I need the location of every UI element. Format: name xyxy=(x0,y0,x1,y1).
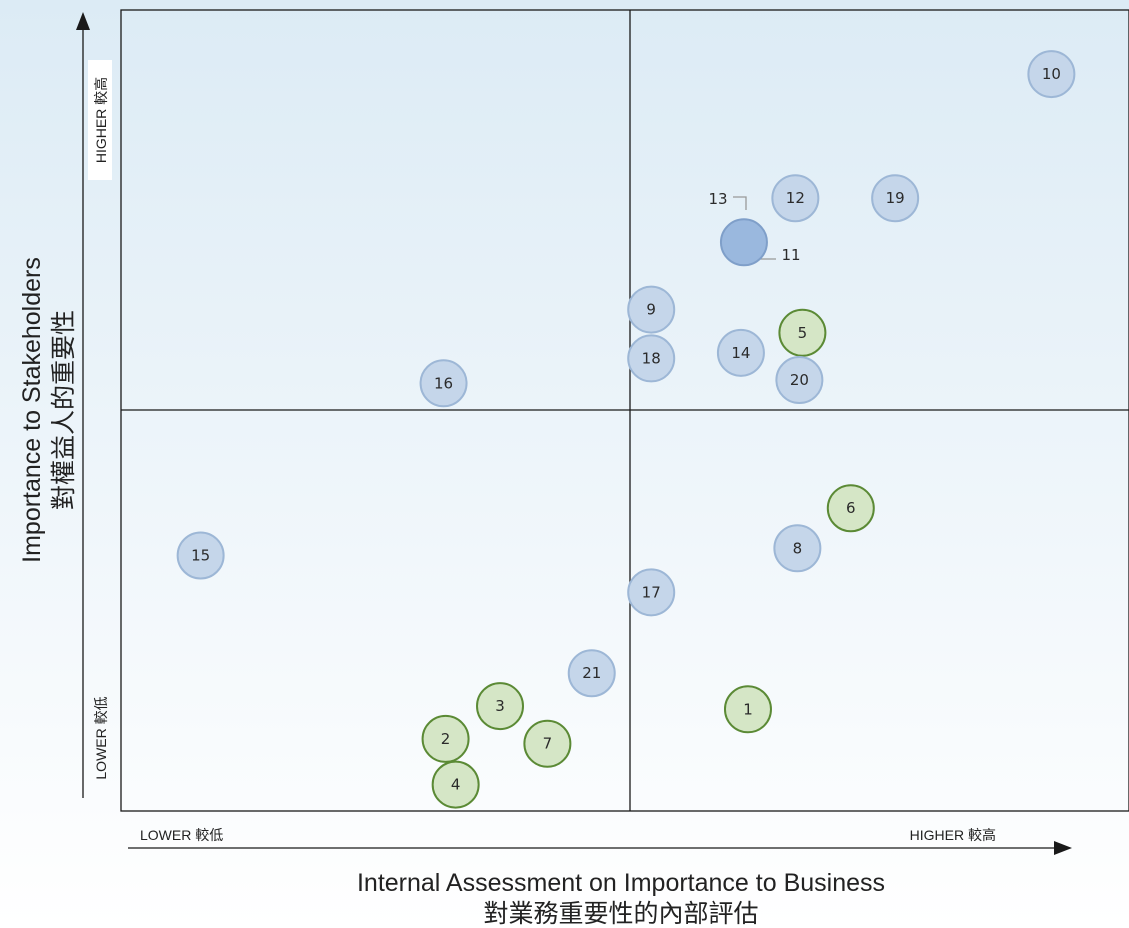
data-point-marker xyxy=(419,359,468,408)
data-point-marker xyxy=(778,308,827,357)
data-point-4: 4 xyxy=(431,760,480,809)
data-point-label: 20 xyxy=(790,371,809,389)
data-point-marker xyxy=(775,356,824,405)
data-point-label: 2 xyxy=(441,730,451,748)
data-point-marker xyxy=(627,285,676,334)
callout-13-leader xyxy=(733,196,747,210)
data-point-label: 3 xyxy=(495,697,505,715)
data-point-6: 6 xyxy=(826,484,875,533)
data-point-11 xyxy=(719,218,768,267)
data-point-marker xyxy=(627,568,676,617)
data-point-label: 6 xyxy=(846,499,856,517)
data-point-label: 15 xyxy=(191,546,210,564)
data-point-marker xyxy=(773,524,822,573)
y-axis-arrowhead-icon xyxy=(76,12,90,30)
callout-13-label: 13 xyxy=(708,190,727,208)
data-point-label: 9 xyxy=(646,301,656,319)
data-point-5: 5 xyxy=(778,308,827,357)
data-point-label: 4 xyxy=(451,776,461,794)
data-point-20: 20 xyxy=(775,356,824,405)
data-point-17: 17 xyxy=(627,568,676,617)
data-point-label: 1 xyxy=(743,700,753,718)
data-point-label: 10 xyxy=(1042,65,1061,83)
x-axis-title-zh: 對業務重要性的內部評估 xyxy=(483,900,758,928)
data-point-label: 18 xyxy=(642,349,661,367)
data-point-marker xyxy=(771,174,820,223)
data-point-label: 5 xyxy=(798,324,808,342)
y-axis-low-label: LOWER 較低 xyxy=(93,696,109,779)
y-axis-high-label: HIGHER 較高 xyxy=(93,77,109,163)
data-point-label: 12 xyxy=(786,189,805,207)
data-point-label: 14 xyxy=(731,344,750,362)
data-point-16: 16 xyxy=(419,359,468,408)
y-axis-title: Importance to Stakeholders xyxy=(18,257,46,563)
data-point-7: 7 xyxy=(523,719,572,768)
data-point-21: 21 xyxy=(567,649,616,698)
y-high-label-backdrop xyxy=(88,60,112,180)
x-axis-low-label: LOWER 較低 xyxy=(140,827,223,843)
data-point-marker xyxy=(826,484,875,533)
data-point-label: 16 xyxy=(434,374,453,392)
data-point-label: 17 xyxy=(642,583,661,601)
data-point-19: 19 xyxy=(871,174,920,223)
data-point-10: 10 xyxy=(1027,50,1076,99)
y-axis-title-zh: 對權益人的重要性 xyxy=(50,310,78,510)
data-point-marker xyxy=(567,649,616,698)
data-point-label: 7 xyxy=(543,735,553,753)
data-point-12: 12 xyxy=(771,174,820,223)
data-point-marker xyxy=(176,531,225,580)
data-point-marker xyxy=(421,714,470,763)
data-point-marker xyxy=(871,174,920,223)
data-point-marker xyxy=(716,328,765,377)
data-point-3: 3 xyxy=(476,682,525,731)
data-point-15: 15 xyxy=(176,531,225,580)
data-point-marker xyxy=(1027,50,1076,99)
callout-11-label: 11 xyxy=(781,246,800,264)
data-point-label: 21 xyxy=(582,664,601,682)
data-point-marker xyxy=(723,685,772,734)
data-point-label: 19 xyxy=(886,189,905,207)
x-axis-title: Internal Assessment on Importance to Bus… xyxy=(357,869,885,897)
data-point-1: 1 xyxy=(723,685,772,734)
x-axis-arrowhead-icon xyxy=(1054,841,1072,855)
data-point-marker xyxy=(523,719,572,768)
data-point-label: 8 xyxy=(793,539,803,557)
data-point-9: 9 xyxy=(627,285,676,334)
data-point-18: 18 xyxy=(627,334,676,383)
data-point-2: 2 xyxy=(421,714,470,763)
data-point-14: 14 xyxy=(716,328,765,377)
data-point-8: 8 xyxy=(773,524,822,573)
data-point-marker xyxy=(719,218,768,267)
data-point-marker xyxy=(431,760,480,809)
x-axis-high-label: HIGHER 較高 xyxy=(910,827,996,843)
data-point-marker xyxy=(627,334,676,383)
data-point-marker xyxy=(476,682,525,731)
